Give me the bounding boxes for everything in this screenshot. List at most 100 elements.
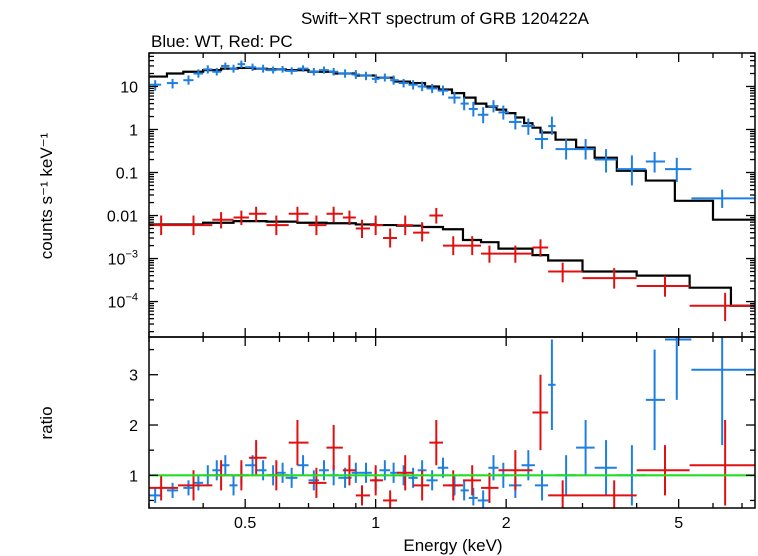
top-pc-point-14 — [413, 222, 430, 242]
top-wt-point-37 — [534, 129, 549, 150]
ratio-pc-point-6 — [288, 419, 309, 466]
ratio-wt-point-1 — [166, 482, 179, 498]
top-wt-point-0 — [149, 80, 162, 91]
ratio-pc-point-0 — [149, 475, 179, 501]
ratio-wt-point-30 — [460, 480, 469, 501]
y-tick-label: 1 — [129, 468, 138, 485]
top-pc-point-9 — [342, 210, 356, 226]
top-pc-point-18 — [481, 245, 499, 263]
x-tick-label: 0.5 — [234, 515, 256, 532]
top-pc-point-2 — [212, 212, 234, 229]
ratio-pc-point-9 — [342, 455, 356, 486]
ratio-wt-point-41 — [594, 440, 617, 496]
y-tick-label: 10−4 — [108, 292, 138, 312]
top-wt-point-20 — [359, 71, 372, 81]
ratio-pc-point-4 — [248, 440, 267, 476]
top-wt-point-15 — [308, 67, 319, 76]
bottom-panel-plot-area — [149, 337, 755, 508]
top-pc-point-10 — [355, 219, 370, 239]
ratio-wt-point-3 — [193, 475, 204, 491]
top-panel-clip-layer — [149, 60, 755, 508]
top-wt-point-43 — [645, 151, 666, 173]
top-wt-point-16 — [318, 66, 329, 74]
top-pc-point-7 — [308, 215, 327, 236]
y-tick-label: 10−3 — [108, 249, 138, 269]
top-wt-point-10 — [256, 64, 267, 73]
ratio-wt-point-40 — [576, 419, 595, 476]
ratio-pc-point-12 — [383, 490, 398, 508]
top-pc-point-13 — [397, 215, 414, 236]
top-wt-point-42 — [616, 155, 646, 186]
top-wt-point-7 — [229, 64, 238, 73]
top-pc-point-21 — [548, 262, 583, 283]
top-wt-point-1 — [166, 78, 179, 89]
x-tick-label: 5 — [674, 515, 683, 532]
ratio-wt-point-20 — [359, 462, 372, 483]
ratio-wt-point-31 — [468, 487, 478, 506]
top-wt-point-3 — [193, 69, 204, 78]
top-wt-point-44 — [665, 157, 692, 183]
y-axis-label-bottom: ratio — [37, 406, 56, 439]
top-wt-point-30 — [460, 97, 469, 111]
top-pc-point-3 — [233, 210, 249, 226]
top-pc-point-17 — [462, 236, 482, 256]
top-panel-plot-area — [149, 60, 755, 322]
bottom-panel-frame — [148, 336, 756, 509]
top-wt-point-19 — [351, 70, 360, 79]
ratio-wt-point-27 — [426, 470, 438, 491]
ratio-wt-point-22 — [379, 460, 391, 481]
top-wt-point-33 — [488, 100, 499, 113]
top-wt-point-18 — [338, 69, 352, 78]
ratio-pc-point-22 — [582, 480, 637, 508]
top-pc-point-24 — [689, 292, 755, 322]
y-tick-label: 10 — [120, 79, 138, 96]
ratio-wt-point-13 — [285, 467, 298, 488]
ratio-pc-point-18 — [481, 472, 499, 503]
top-wt-point-25 — [408, 80, 418, 90]
top-wt-point-27 — [426, 83, 438, 94]
top-wt-point-39 — [555, 139, 577, 160]
ratio-wt-point-6 — [221, 455, 230, 476]
top-wt-point-34 — [498, 105, 509, 120]
top-wt-point-45 — [691, 189, 755, 208]
top-wt-point-32 — [477, 107, 489, 124]
top-wt-point-9 — [245, 63, 257, 71]
ratio-wt-point-38 — [548, 339, 556, 431]
top-pc-point-20 — [532, 239, 549, 257]
ratio-wt-point-5 — [212, 460, 222, 481]
top-pc-point-15 — [429, 207, 444, 224]
ratio-wt-point-0 — [149, 487, 162, 503]
top-wt-point-8 — [237, 60, 246, 68]
ratio-pc-point-13 — [397, 455, 414, 491]
top-wt-point-41 — [594, 149, 617, 173]
y-tick-label: 0.01 — [107, 209, 138, 226]
top-pc-point-12 — [383, 228, 398, 248]
ratio-wt-point-7 — [229, 475, 238, 496]
top-pc-point-19 — [498, 245, 533, 263]
ratio-pc-point-17 — [462, 465, 482, 496]
ratio-pc-point-23 — [636, 445, 690, 496]
ratio-pc-point-10 — [355, 485, 370, 506]
ratio-wt-point-44 — [665, 337, 692, 400]
top-wt-point-17 — [328, 67, 339, 76]
ratio-wt-point-43 — [645, 349, 666, 451]
top-wt-point-2 — [183, 75, 194, 85]
top-wt-point-5 — [212, 67, 222, 76]
y-tick-label: 2 — [129, 418, 138, 435]
y-tick-exponent: −4 — [125, 292, 138, 304]
ratio-pc-point-21 — [548, 480, 583, 508]
y-axis-label-top: counts s⁻¹ keV⁻¹ — [37, 132, 56, 259]
ratio-wt-point-16 — [318, 460, 329, 481]
top-wt-point-22 — [379, 73, 391, 82]
y-tick-exponent: −3 — [125, 249, 138, 261]
x-tick-label: 2 — [502, 515, 511, 532]
x-tick-label: 1 — [371, 515, 380, 532]
y-tick-label: 1 — [129, 122, 138, 139]
top-wt-point-36 — [521, 118, 535, 135]
top-pc-point-16 — [443, 236, 463, 256]
ratio-wt-point-32 — [477, 490, 489, 508]
y-tick-label: 3 — [129, 368, 138, 385]
ratio-pc-point-15 — [429, 419, 444, 466]
top-wt-point-11 — [266, 66, 277, 74]
